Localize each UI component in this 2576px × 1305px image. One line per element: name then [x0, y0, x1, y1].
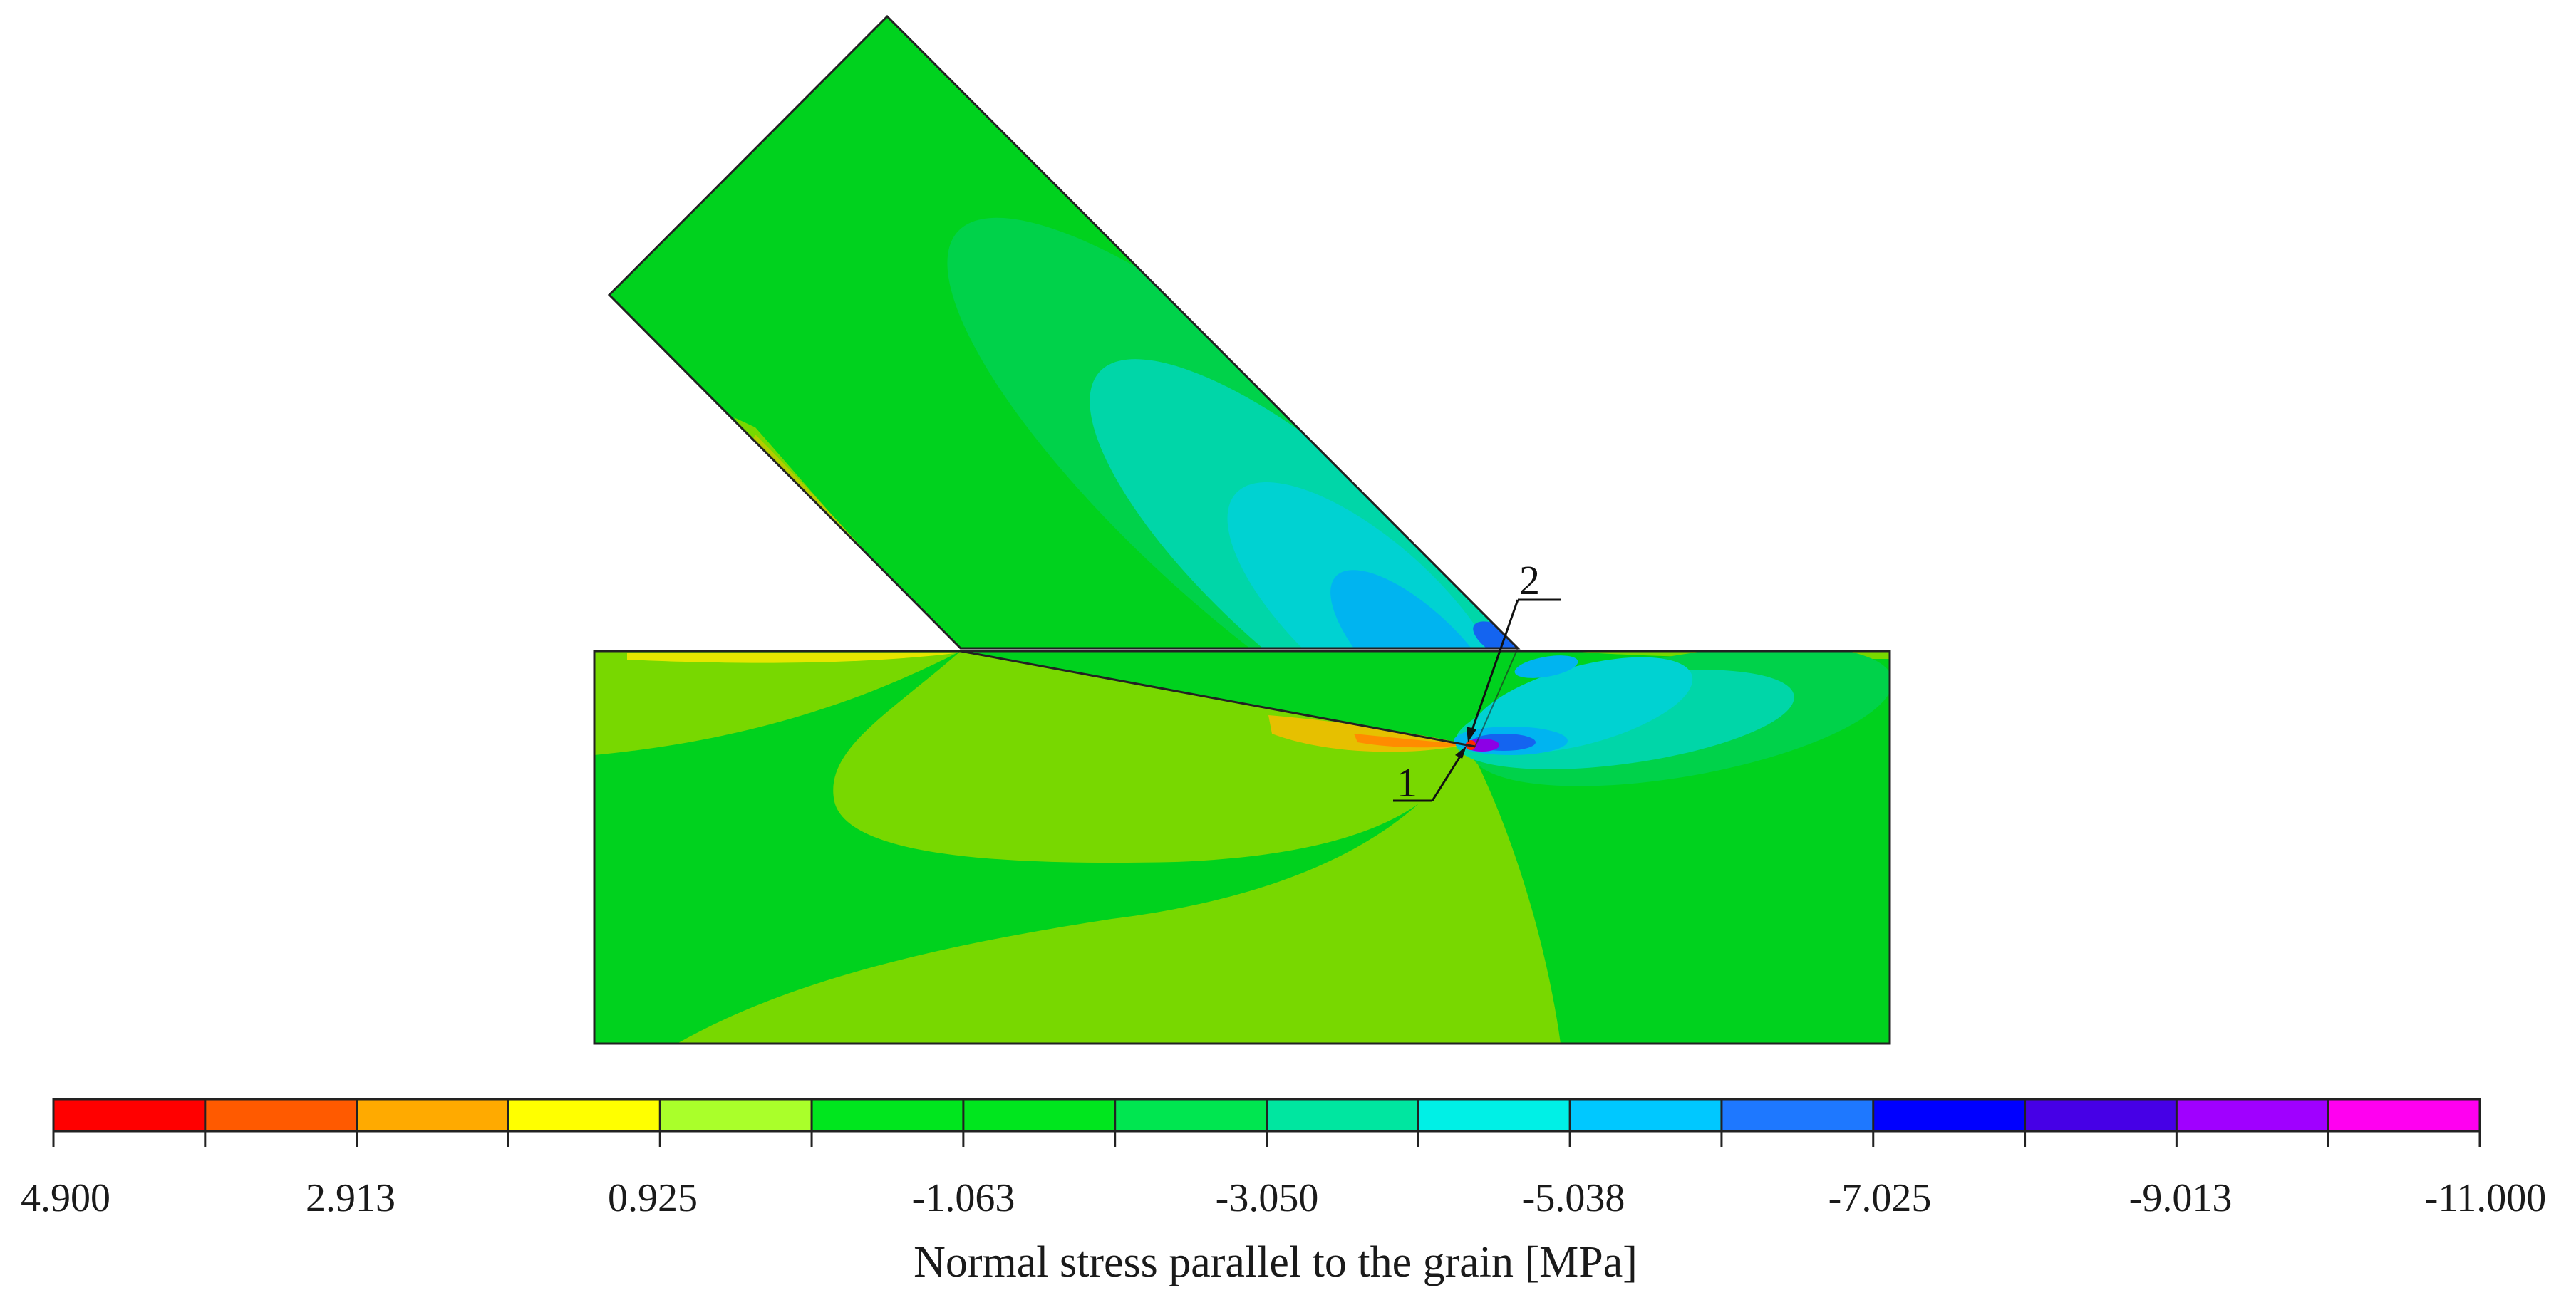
legend-ticks [52, 1099, 2481, 1147]
legend-band-16 [2328, 1099, 2481, 1131]
notch-front-face [1474, 648, 1519, 747]
notch-contact-line [960, 650, 1476, 748]
callout-2: 2 [1467, 557, 1561, 742]
rafter-outline [607, 14, 1521, 650]
rafter-zone-sky [1330, 570, 1506, 648]
legend-title: Normal stress parallel to the grain [MPa… [914, 1238, 1638, 1286]
legend-tick-label-1: 4.900 [21, 1176, 110, 1220]
rafter-member [607, 14, 1521, 650]
callout-1: 1 [1393, 746, 1467, 806]
legend-tick-label-3: 0.925 [608, 1176, 698, 1220]
legend-band-3 [356, 1099, 509, 1131]
tie-zone-yellow-strip-top [627, 652, 961, 663]
callout-2-arrowhead [1467, 727, 1476, 742]
legend-band-14 [2024, 1099, 2177, 1131]
legend-band-7 [963, 1099, 1116, 1131]
legend-tick-label-2: 2.913 [306, 1176, 395, 1220]
legend-band-13 [1873, 1099, 2026, 1131]
legend-band-15 [2176, 1099, 2329, 1131]
tie-zone-light-bottom [677, 744, 1561, 1044]
legend-tick-label-7: -7.025 [1828, 1176, 1932, 1220]
legend-tick-label-4: -1.063 [912, 1176, 1015, 1220]
legend-tick-label-8: -9.013 [2129, 1176, 2233, 1220]
tie-outline [593, 650, 1891, 1045]
legend-band-1 [53, 1099, 206, 1131]
legend-band-2 [205, 1099, 358, 1131]
legend-band-8 [1114, 1099, 1267, 1131]
callout-2-label: 2 [1519, 557, 1540, 603]
legend-band-11 [1570, 1099, 1722, 1131]
legend-band-10 [1418, 1099, 1571, 1131]
legend-band-5 [660, 1099, 812, 1131]
legend-tick-label-9: -11.000 [2425, 1176, 2547, 1220]
tie-zone-light-lobe [833, 651, 1468, 863]
legend-tick-label-6: -5.038 [1522, 1176, 1625, 1220]
callout-1-label: 1 [1397, 759, 1417, 806]
tie-member [593, 648, 1891, 1045]
legend-tick-label-5: -3.050 [1216, 1176, 1319, 1220]
tie-zone-notch-top-blue [1514, 655, 1578, 678]
callout-1-arrowhead [1455, 746, 1467, 759]
tie-zone-light-left [594, 651, 961, 755]
legend-band-12 [1721, 1099, 1874, 1131]
legend-band-4 [508, 1099, 661, 1131]
legend-band-9 [1266, 1099, 1419, 1131]
tie-zone-orange-notch-inner [1354, 734, 1468, 748]
legend-band-6 [812, 1099, 964, 1131]
